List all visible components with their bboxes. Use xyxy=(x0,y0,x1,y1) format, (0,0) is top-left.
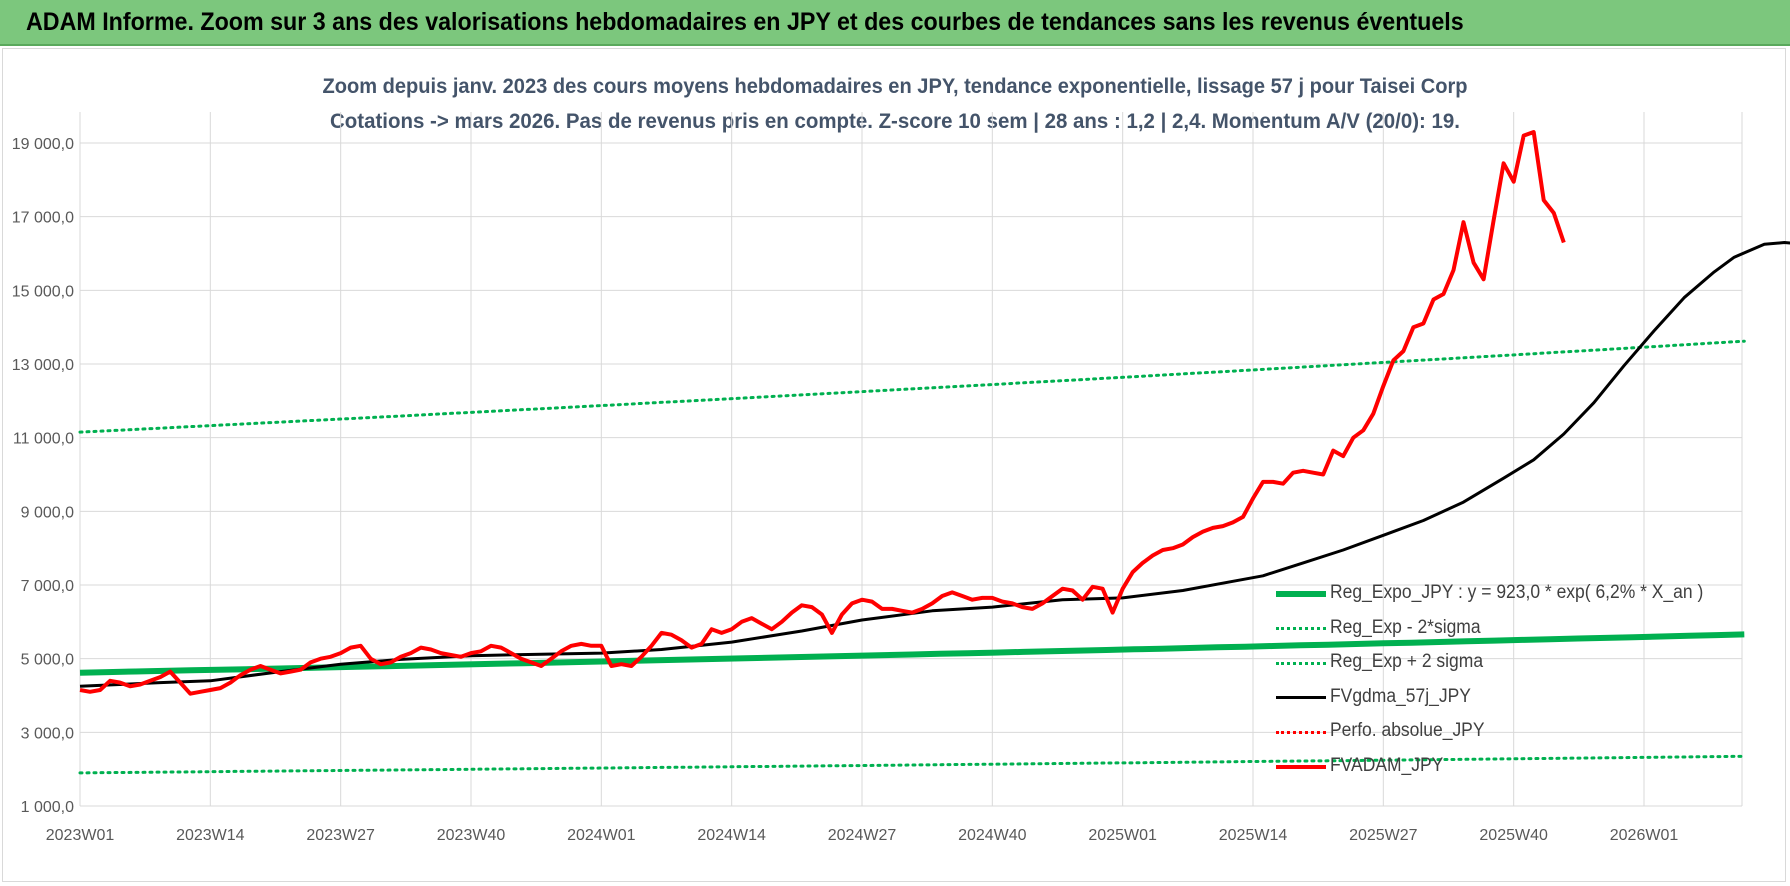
y-tick-label: 3 000,0 xyxy=(21,725,74,742)
y-tick-label: 9 000,0 xyxy=(21,504,74,521)
series-line-2 xyxy=(78,339,1746,434)
x-tick-label: 2024W40 xyxy=(958,827,1027,844)
y-tick-label: 13 000,0 xyxy=(12,357,74,374)
legend-item: Reg_Exp - 2*sigma xyxy=(1276,615,1776,650)
chart-title-line1: Zoom depuis janv. 2023 des cours moyens … xyxy=(323,75,1468,98)
chart-legend: Reg_Expo_JPY : y = 923,0 * exp( 6,2% * X… xyxy=(1276,580,1776,787)
y-tick-label: 1 000,0 xyxy=(21,799,74,816)
chart-frame xyxy=(2,48,1786,882)
legend-swatch xyxy=(1276,661,1326,665)
legend-label: FVgdma_57j_JPY xyxy=(1330,685,1471,707)
series-line-3 xyxy=(79,241,1790,688)
legend-swatch xyxy=(1276,764,1326,769)
x-tick-label: 2023W27 xyxy=(306,827,375,844)
series-line-0 xyxy=(79,631,1745,676)
header-bar: ADAM Informe. Zoom sur 3 ans des valoris… xyxy=(0,0,1790,46)
y-tick-label: 5 000,0 xyxy=(21,652,74,669)
x-tick-label: 2023W40 xyxy=(437,827,506,844)
y-tick-label: 7 000,0 xyxy=(21,578,74,595)
legend-swatch xyxy=(1276,627,1326,630)
page-title: ADAM Informe. Zoom sur 3 ans des valoris… xyxy=(26,8,1464,36)
legend-label: Perfo. absolue_JPY xyxy=(1330,720,1485,741)
y-tick-label: 19 000,0 xyxy=(12,136,74,153)
series-line-5 xyxy=(79,130,1566,696)
x-tick-label: 2024W27 xyxy=(828,827,897,844)
x-tick-label: 2024W14 xyxy=(697,827,766,844)
y-tick-label: 15 000,0 xyxy=(12,283,74,300)
legend-item: Reg_Exp + 2 sigma xyxy=(1276,649,1776,684)
legend-swatch xyxy=(1276,591,1326,597)
legend-item: FVgdma_57j_JPY xyxy=(1276,684,1776,719)
legend-label: FVADAM_JPY xyxy=(1330,754,1444,776)
x-tick-label: 2023W01 xyxy=(46,827,115,844)
legend-item: Reg_Expo_JPY : y = 923,0 * exp( 6,2% * X… xyxy=(1276,580,1776,615)
legend-label: Reg_Exp + 2 sigma xyxy=(1330,651,1484,672)
legend-swatch xyxy=(1276,730,1326,734)
legend-label: Reg_Exp - 2*sigma xyxy=(1330,616,1481,638)
chart-title-line2: Cotations -> mars 2026. Pas de revenus p… xyxy=(330,110,1460,133)
legend-item: FVADAM_JPY xyxy=(1276,753,1776,788)
x-tick-label: 2025W27 xyxy=(1349,827,1418,844)
y-tick-label: 17 000,0 xyxy=(12,210,74,227)
legend-swatch xyxy=(1276,696,1326,699)
x-tick-label: 2025W14 xyxy=(1219,827,1288,844)
series-line-1 xyxy=(78,754,1746,775)
x-tick-label: 2023W14 xyxy=(176,827,245,844)
legend-label: Reg_Expo_JPY : y = 923,0 * exp( 6,2% * X… xyxy=(1330,582,1704,603)
legend-item: Perfo. absolue_JPY xyxy=(1276,718,1776,753)
x-tick-label: 2025W40 xyxy=(1479,827,1548,844)
x-tick-label: 2025W01 xyxy=(1088,827,1157,844)
y-tick-label: 11 000,0 xyxy=(13,431,74,448)
x-tick-label: 2024W01 xyxy=(567,827,636,844)
x-tick-label: 2026W01 xyxy=(1610,827,1679,844)
